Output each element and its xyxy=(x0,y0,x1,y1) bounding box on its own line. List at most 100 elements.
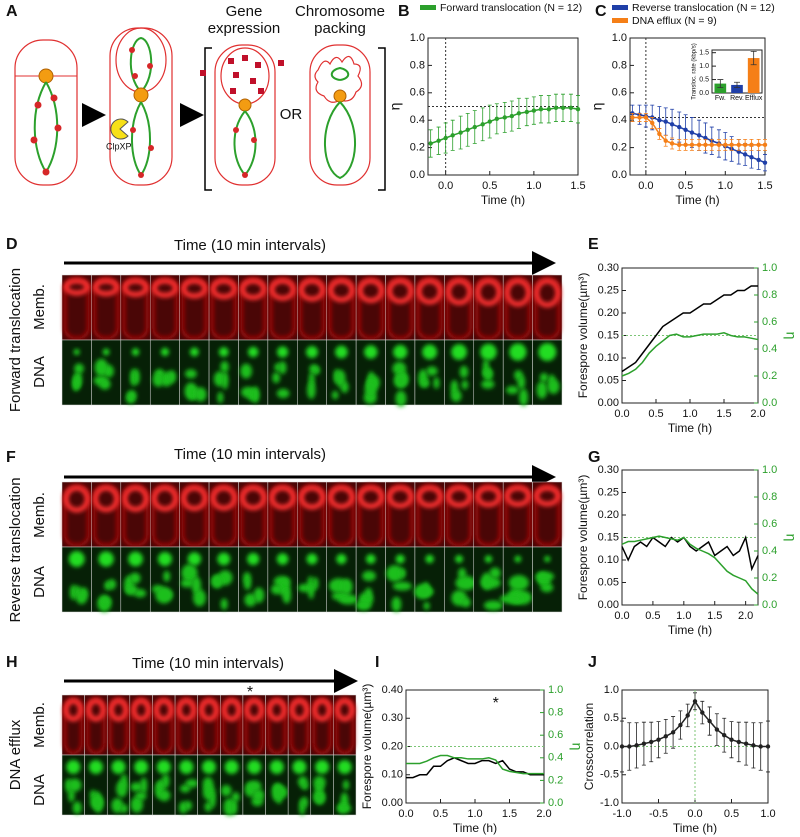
dna-blob xyxy=(218,347,229,357)
series-line xyxy=(406,756,544,779)
point xyxy=(546,107,552,112)
dna-blob xyxy=(116,780,128,798)
point xyxy=(458,130,463,135)
dna-blob xyxy=(282,588,292,604)
panel-letter: D xyxy=(6,236,18,253)
dna-blob xyxy=(337,803,352,814)
dna-blob xyxy=(393,344,408,360)
dna-blob xyxy=(391,596,402,612)
point xyxy=(669,141,675,146)
y2-tick-label: 0.6 xyxy=(762,518,777,530)
row-label: Memb. xyxy=(31,702,48,748)
point xyxy=(502,115,507,120)
dna-blob xyxy=(157,779,165,790)
dna-blob xyxy=(336,553,347,565)
point xyxy=(723,142,728,148)
point xyxy=(689,130,695,135)
dna-blob xyxy=(135,791,147,801)
x-tick-label: 0.0 xyxy=(687,808,702,820)
dna-blob xyxy=(331,390,339,400)
dna-blob xyxy=(547,378,560,394)
dna-blob xyxy=(73,349,80,355)
x-tick-label: 0.5 xyxy=(645,610,660,622)
dna-blob xyxy=(129,572,141,584)
dna-blob xyxy=(184,369,197,379)
forespore xyxy=(534,278,561,308)
dna-blob xyxy=(156,760,171,774)
dna-blob xyxy=(365,554,376,564)
series-line xyxy=(621,535,759,572)
y2-tick-label: 0.0 xyxy=(762,599,777,611)
dna-blob xyxy=(224,760,239,774)
x-tick-label: Fw. xyxy=(715,95,726,102)
forespore xyxy=(153,698,174,722)
dna-blob xyxy=(220,598,228,610)
row-label: Memb. xyxy=(31,492,48,538)
dna-blob xyxy=(126,389,137,401)
cell xyxy=(14,39,78,186)
point xyxy=(649,739,654,745)
y-tick-label: 0.0 xyxy=(604,740,619,752)
point xyxy=(465,127,470,132)
dna-blob xyxy=(338,594,359,605)
y-tick-label: 0.15 xyxy=(598,531,619,543)
y-tick-label: 0.30 xyxy=(382,712,403,724)
series-line xyxy=(621,285,758,373)
dna-blob xyxy=(355,600,372,611)
point xyxy=(531,108,537,113)
forespore xyxy=(314,55,363,103)
image-panel: D Time (10 min intervals) Forward transl… xyxy=(6,236,563,412)
dna-blob xyxy=(315,760,330,774)
dna-blob xyxy=(455,575,476,591)
point xyxy=(716,142,722,148)
dna-blob xyxy=(457,567,467,580)
y-tick-label: 0.6 xyxy=(612,87,627,99)
dna-blob xyxy=(72,801,82,815)
dna-blob xyxy=(270,584,283,595)
point xyxy=(751,743,756,748)
row-label: DNA xyxy=(31,356,48,388)
motor xyxy=(238,98,252,112)
dna-blob xyxy=(152,372,165,387)
x-axis-label: Time (h) xyxy=(481,193,525,207)
dna-blob xyxy=(102,348,110,356)
dna-blob xyxy=(130,796,144,813)
point xyxy=(696,142,702,148)
dna-blob xyxy=(119,804,128,813)
x-tick-label: 0.0 xyxy=(398,808,413,820)
side-label: DNA efflux xyxy=(7,719,24,790)
point xyxy=(758,744,763,749)
x-tick-label: 0.5 xyxy=(648,408,663,420)
dna-blob xyxy=(481,572,493,590)
forespore xyxy=(131,698,151,722)
cell xyxy=(309,44,371,186)
dna-blob xyxy=(335,345,348,359)
dna-blob xyxy=(244,593,257,607)
motor xyxy=(133,87,149,103)
x-tick-label: 0.0 xyxy=(614,408,629,420)
dna-blob xyxy=(185,778,199,788)
y2-tick-label: 0.2 xyxy=(548,774,563,786)
x-tick-label: 0.5 xyxy=(482,180,497,192)
label: Gene xyxy=(226,3,263,20)
forespore xyxy=(239,278,267,300)
y-tick-label: 0.25 xyxy=(598,284,619,296)
y-tick-label: 0.10 xyxy=(598,554,619,566)
dna-blob xyxy=(499,594,523,604)
dna-blob xyxy=(341,578,353,595)
x-tick-label: 2.0 xyxy=(750,408,765,420)
forespore xyxy=(475,485,502,508)
y2-tick-label: 0.4 xyxy=(548,752,563,764)
y-axis-label: Forespore volume(µm³) xyxy=(360,684,374,810)
dna-blob xyxy=(480,343,497,361)
x-tick-label: 1.0 xyxy=(760,808,775,820)
point xyxy=(765,744,771,749)
y-axis-label: η xyxy=(589,103,605,111)
y2-tick-label: 0.8 xyxy=(762,289,777,301)
chromosome xyxy=(131,101,151,177)
y-tick-label: 0.30 xyxy=(598,464,619,476)
panel-letter: E xyxy=(588,236,599,253)
point xyxy=(742,142,748,148)
dna-blob xyxy=(539,372,549,383)
forespore xyxy=(475,278,502,306)
